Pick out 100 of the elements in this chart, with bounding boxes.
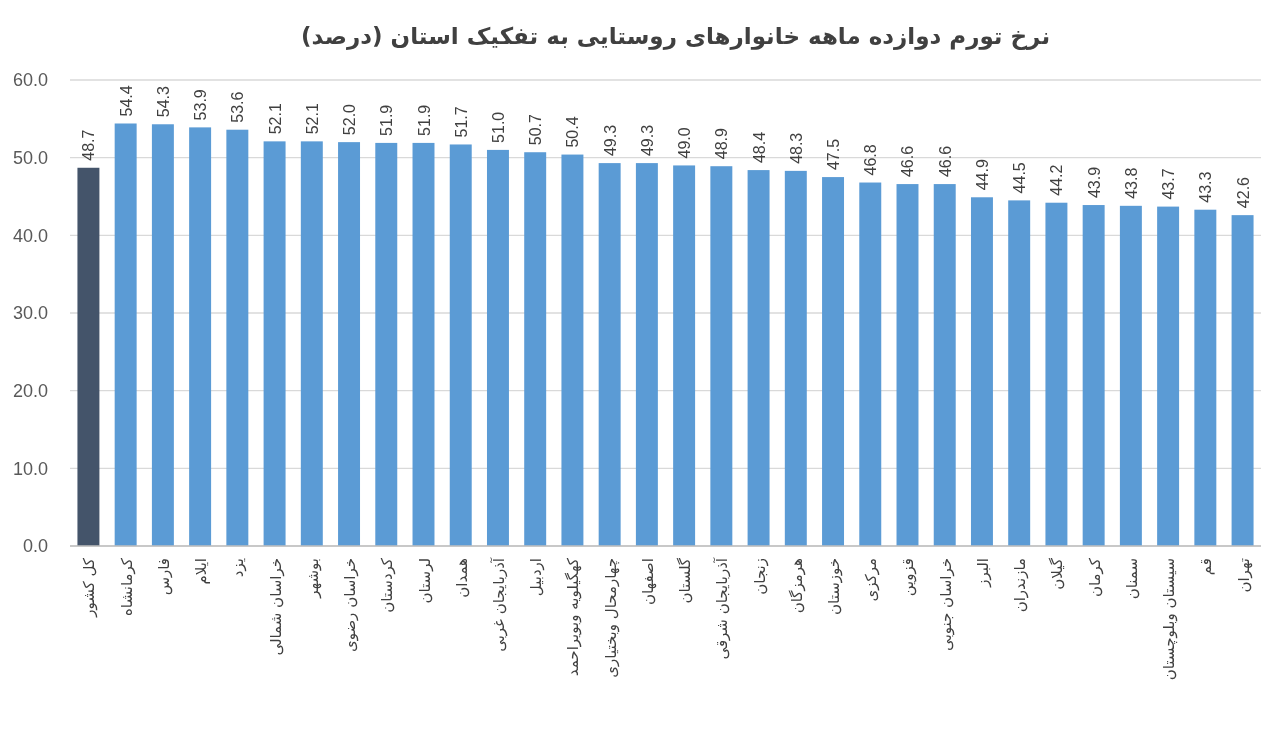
data-label: 42.6 [1234, 176, 1252, 209]
x-tick-label: زنجان [750, 558, 769, 595]
y-tick-label: 50.0 [12, 147, 48, 168]
bar [486, 149, 509, 546]
y-tick-label: 30.0 [12, 303, 48, 324]
x-tick-label: کهگیلویه وبویراحمد [564, 557, 583, 677]
data-label: 43.7 [1160, 168, 1178, 200]
bar [189, 127, 212, 546]
bar [1119, 205, 1142, 546]
data-label: 48.4 [750, 131, 768, 164]
bar [226, 129, 249, 546]
data-label: 44.2 [1048, 164, 1066, 196]
bar [1157, 206, 1180, 546]
data-label: 49.3 [601, 124, 619, 157]
data-label: 50.4 [564, 116, 582, 148]
data-label: 50.7 [527, 113, 545, 146]
x-tick-label: تهران [1234, 558, 1253, 593]
y-tick-label: 0.0 [22, 536, 48, 557]
y-tick-label: 60.0 [12, 70, 48, 91]
x-tick-label: یزد [229, 558, 248, 578]
data-label: 48.9 [713, 127, 731, 160]
x-tick-label: کل کشور [80, 557, 99, 618]
data-label: 46.6 [899, 145, 917, 178]
bar [114, 123, 137, 546]
x-tick-label: خراسان جنوبی [936, 558, 955, 651]
bar [784, 170, 807, 546]
bar [151, 124, 174, 546]
data-label: 54.3 [154, 86, 172, 118]
x-tick-label: آذربایجان غربی [489, 557, 508, 652]
chart-title: نرخ تورم دوازده ماهه خانوارهای روستایی به تفکیک استان (درصد) [300, 23, 1051, 50]
bar [338, 142, 361, 546]
x-tick-label: مازندران [1011, 558, 1030, 613]
data-label: 44.9 [973, 159, 991, 191]
bar [710, 166, 733, 546]
bar [263, 141, 286, 546]
x-tick-label: بوشهر [303, 558, 322, 599]
x-tick-label: کرمان [1085, 557, 1104, 598]
bar [1082, 205, 1105, 546]
data-label: 43.8 [1122, 167, 1140, 199]
bar [896, 184, 919, 546]
data-label: 52.0 [341, 103, 359, 136]
x-tick-label: کرمانشاه [117, 557, 136, 617]
x-tick-label: قم [1197, 558, 1216, 576]
data-label: 52.1 [303, 103, 321, 135]
x-tick-label: قزوین [899, 558, 918, 597]
data-label: 47.5 [825, 138, 843, 171]
bar [561, 154, 584, 546]
bar [524, 152, 547, 546]
data-label: 51.9 [415, 104, 433, 136]
data-label: 46.6 [936, 145, 954, 178]
bar [449, 144, 472, 546]
x-tick-label: سیستان وبلوچستان [1160, 558, 1179, 681]
x-tick-label: خراسان شمالی [266, 558, 285, 656]
bar [673, 165, 696, 546]
x-tick-label: البرز [973, 558, 992, 588]
bar [1194, 209, 1217, 546]
bar [822, 177, 845, 546]
x-tick-label: اصفهان [638, 558, 657, 605]
data-label: 49.0 [676, 127, 694, 159]
bar [412, 142, 435, 546]
x-tick-label: خوزستان [825, 558, 844, 615]
y-tick-label: 40.0 [12, 225, 48, 246]
x-tick-label: چهارمحال وبختیاری [601, 558, 620, 678]
bar [859, 182, 882, 546]
bar [77, 167, 100, 546]
x-tick-label: گیلان [1048, 557, 1067, 590]
x-tick-label: اردبیل [527, 558, 546, 597]
bar [1045, 202, 1068, 546]
x-tick-label: فارس [154, 558, 173, 596]
data-label: 46.8 [862, 144, 880, 176]
data-label: 49.3 [638, 124, 656, 157]
data-label: 53.6 [229, 91, 247, 123]
x-tick-label: آذربایجان شرقی [713, 557, 732, 660]
x-tick-label: هرمزگان [787, 557, 806, 614]
bar [933, 184, 956, 546]
x-tick-label: خراسان رضوی [341, 558, 360, 653]
bar [635, 163, 658, 546]
data-label: 44.5 [1011, 162, 1029, 194]
bar [300, 141, 323, 546]
data-label: 48.3 [787, 132, 805, 164]
data-label: 51.0 [489, 111, 507, 143]
data-label: 51.7 [452, 106, 470, 138]
data-label: 48.7 [80, 129, 98, 161]
x-tick-label: گلستان [676, 557, 695, 604]
x-tick-label: مرکزی [862, 558, 881, 602]
x-tick-label: لرستان [415, 558, 434, 604]
data-label: 43.9 [1085, 166, 1103, 199]
bar [598, 163, 621, 546]
x-tick-label: همدان [452, 557, 471, 598]
bar [970, 197, 993, 546]
bar [375, 142, 398, 546]
x-tick-label: ایلام [192, 558, 211, 585]
x-tick-label: کردستان [378, 557, 397, 613]
y-tick-label: 20.0 [12, 380, 48, 401]
bar [747, 170, 770, 546]
data-label: 53.9 [192, 89, 210, 121]
data-label: 43.3 [1197, 171, 1215, 203]
y-tick-label: 10.0 [12, 458, 48, 479]
bar [1231, 215, 1254, 546]
data-label: 54.4 [117, 85, 135, 117]
